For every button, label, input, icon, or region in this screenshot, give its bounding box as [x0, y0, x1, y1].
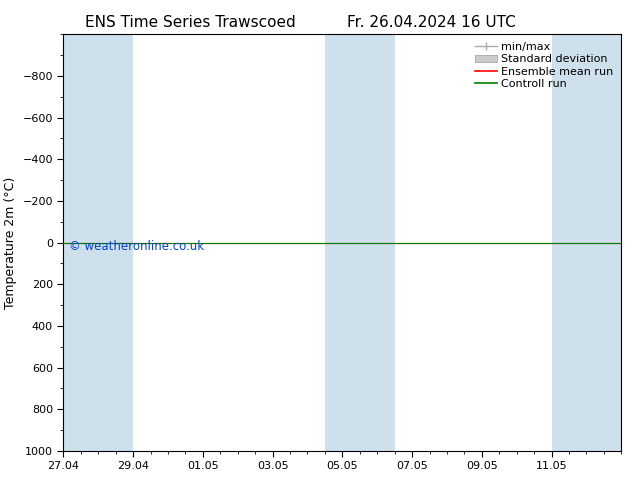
Bar	[552, 34, 621, 451]
Bar	[359, 34, 394, 451]
Legend: min/max, Standard deviation, Ensemble mean run, Controll run: min/max, Standard deviation, Ensemble me…	[470, 38, 618, 93]
Bar	[325, 34, 359, 451]
Text: © weatheronline.co.uk: © weatheronline.co.uk	[69, 241, 204, 253]
Text: ENS Time Series Trawscoed: ENS Time Series Trawscoed	[85, 15, 295, 30]
Bar	[63, 34, 98, 451]
Y-axis label: Temperature 2m (°C): Temperature 2m (°C)	[4, 176, 17, 309]
Bar	[98, 34, 133, 451]
Text: Fr. 26.04.2024 16 UTC: Fr. 26.04.2024 16 UTC	[347, 15, 515, 30]
